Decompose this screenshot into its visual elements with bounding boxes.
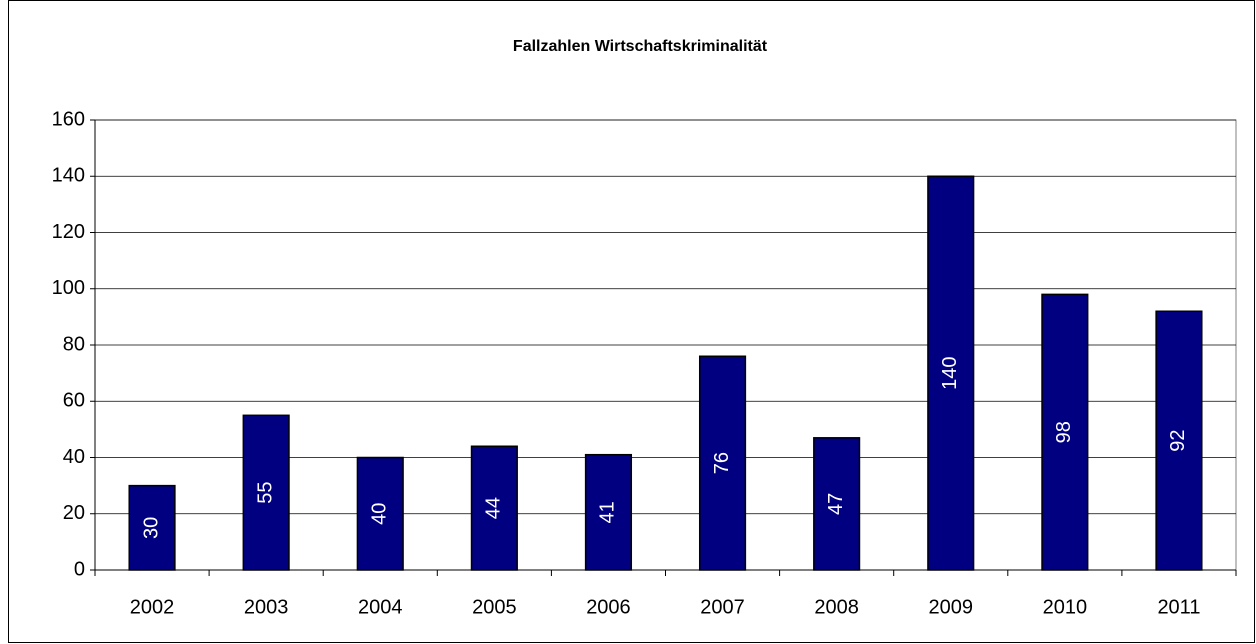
data-label: 140 (939, 356, 961, 389)
bar (1041, 293, 1089, 571)
data-label: 44 (483, 497, 505, 519)
bar (356, 456, 404, 571)
x-tick-label: 2009 (929, 596, 974, 618)
bar (927, 175, 975, 571)
chart-title: Fallzahlen Wirtschaftskriminalität (513, 38, 768, 55)
bar (698, 355, 747, 571)
bar (128, 484, 176, 571)
y-tick-label: 20 (63, 502, 85, 524)
x-tick-label: 2007 (700, 596, 745, 618)
x-tick-label: 2005 (472, 596, 517, 618)
x-tick-label: 2004 (358, 596, 403, 618)
bar (470, 445, 518, 571)
data-label: 55 (254, 482, 276, 504)
x-tick-label: 2006 (586, 596, 631, 618)
data-label: 41 (597, 501, 619, 523)
data-label: 76 (711, 452, 733, 474)
x-tick-label: 2002 (130, 596, 175, 618)
x-tick-label: 2010 (1043, 596, 1088, 618)
y-tick-label: 120 (52, 221, 85, 243)
y-tick-label: 100 (52, 277, 85, 299)
bar (813, 437, 861, 571)
data-label: 30 (140, 517, 162, 539)
bar (1155, 310, 1203, 571)
x-tick-label: 2011 (1157, 596, 1200, 618)
data-label: 92 (1167, 430, 1189, 452)
x-tick-label: 2008 (814, 596, 859, 618)
data-label: 47 (825, 493, 847, 515)
y-tick-label: 0 (74, 558, 85, 580)
y-tick-label: 160 (52, 108, 85, 130)
x-tick-label: 2003 (244, 596, 289, 618)
y-tick-label: 140 (52, 165, 85, 187)
y-tick-label: 40 (63, 446, 85, 468)
bar (242, 414, 290, 571)
data-label: 98 (1053, 421, 1075, 443)
y-tick-label: 60 (63, 390, 85, 412)
data-label: 40 (369, 503, 391, 525)
y-tick-label: 80 (63, 333, 85, 355)
